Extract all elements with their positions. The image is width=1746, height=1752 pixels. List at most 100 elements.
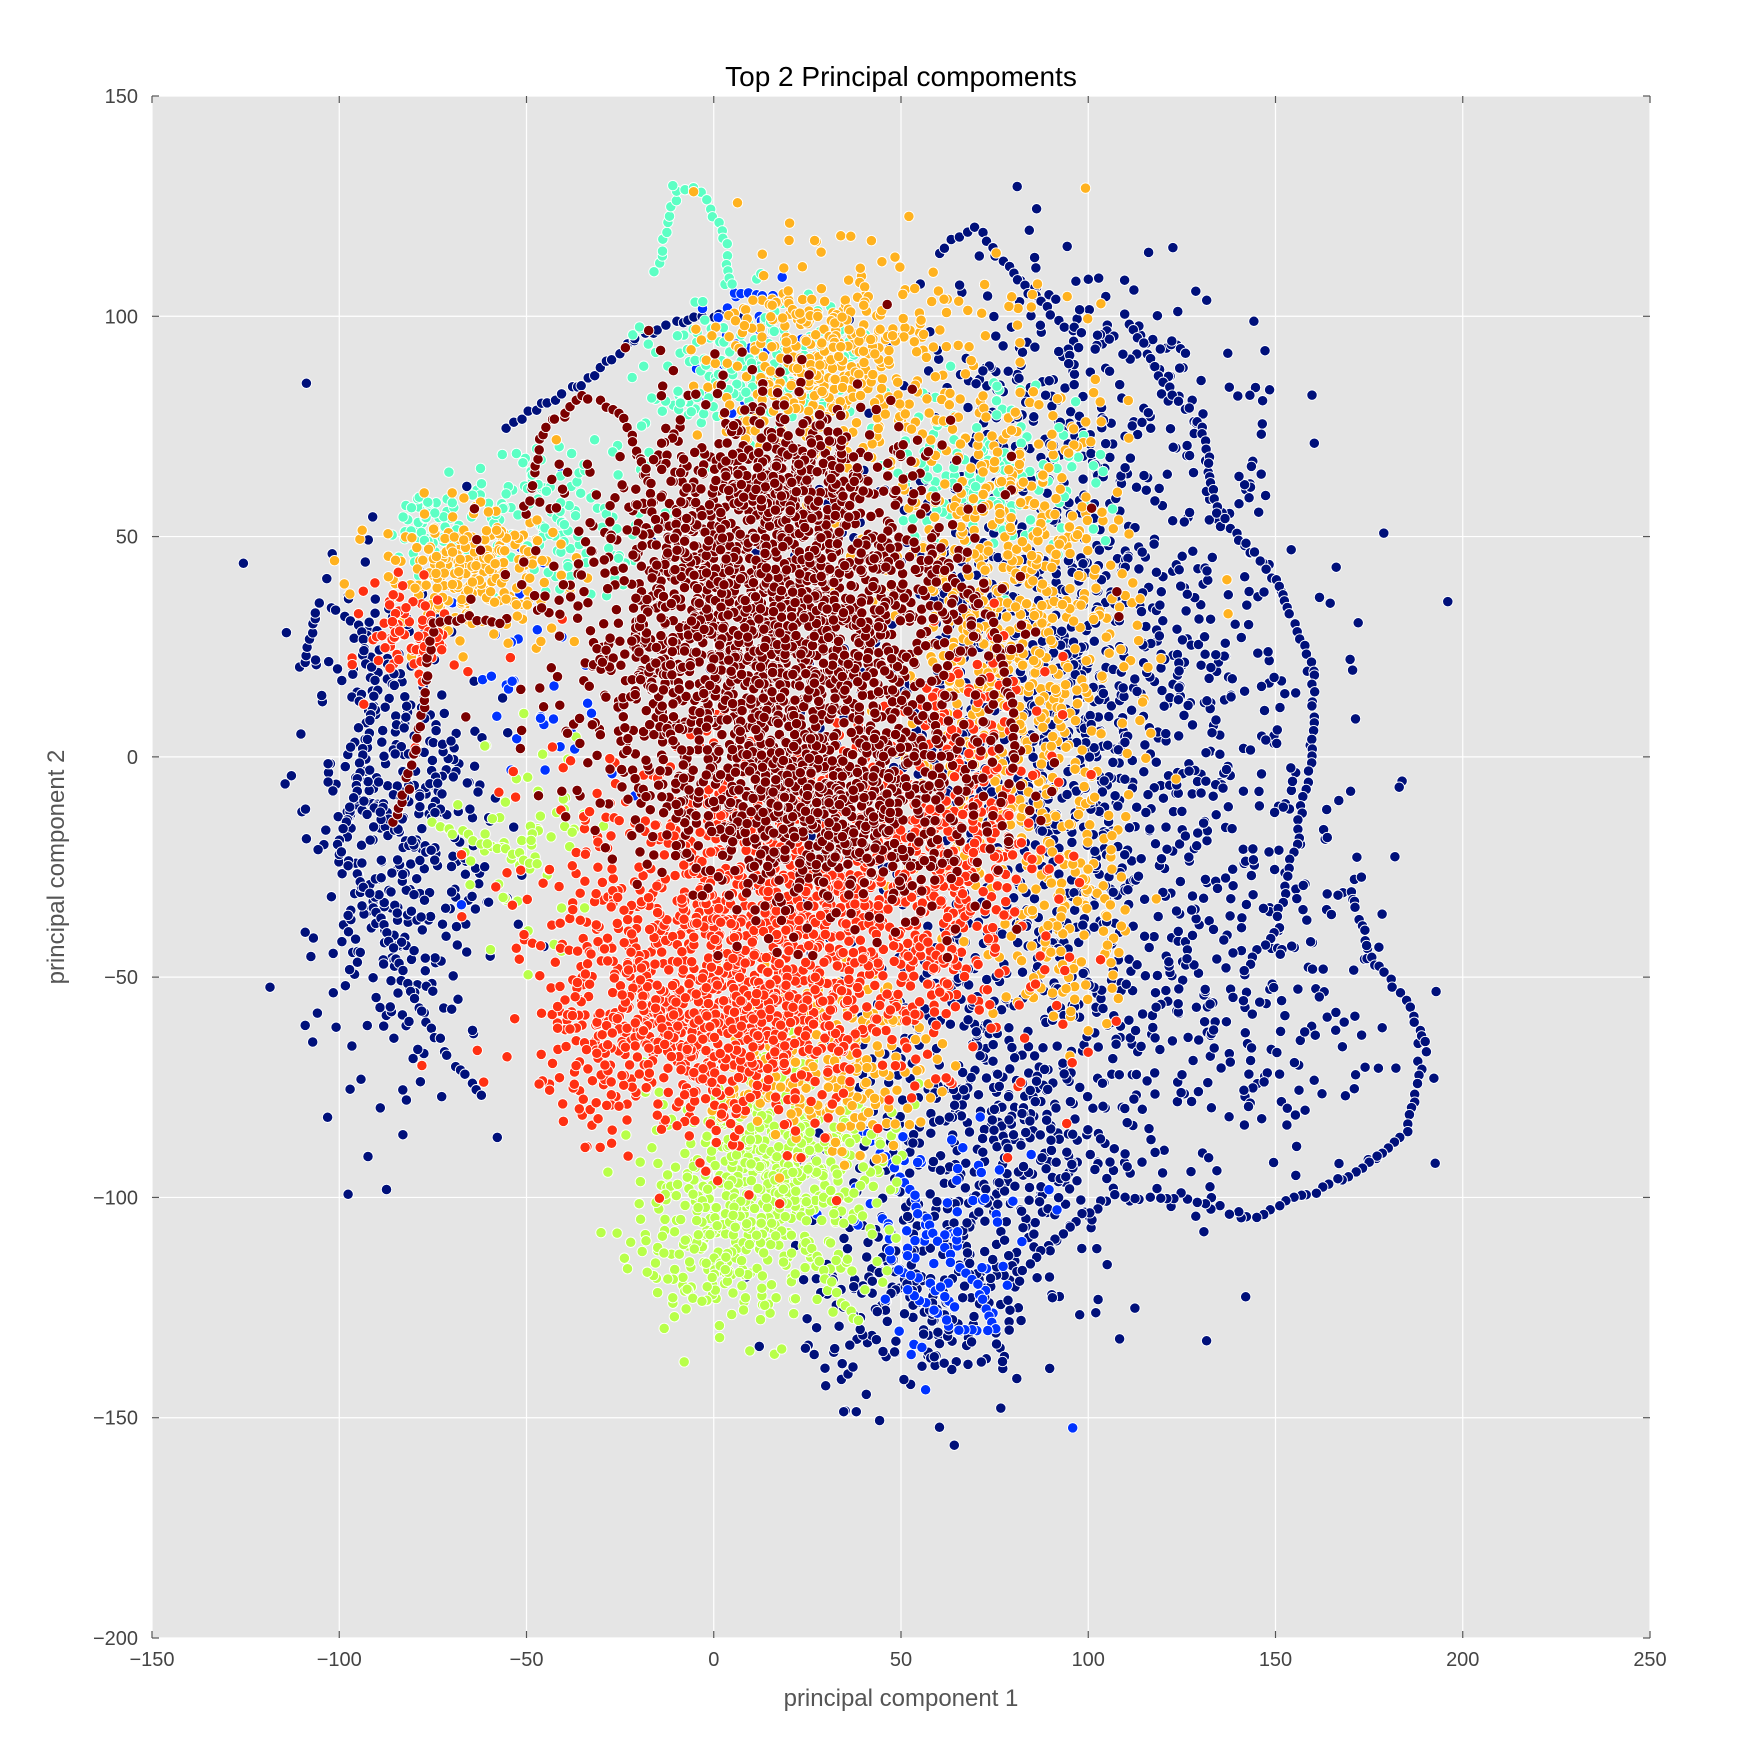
data-point bbox=[1292, 983, 1304, 995]
data-point bbox=[1233, 470, 1245, 483]
data-point bbox=[1173, 665, 1185, 677]
data-point bbox=[857, 1161, 869, 1173]
data-point bbox=[531, 858, 543, 870]
data-point bbox=[727, 1209, 739, 1222]
data-point bbox=[961, 1247, 974, 1259]
data-point bbox=[1200, 747, 1212, 759]
data-point bbox=[1199, 983, 1211, 996]
data-point bbox=[706, 1271, 718, 1284]
data-point bbox=[1119, 773, 1131, 785]
data-point bbox=[1114, 378, 1126, 391]
data-point bbox=[1288, 1056, 1301, 1069]
data-point bbox=[400, 1094, 413, 1106]
data-point bbox=[1349, 1010, 1361, 1022]
data-point bbox=[1283, 608, 1295, 620]
data-point bbox=[979, 1245, 991, 1258]
data-point bbox=[652, 1157, 664, 1170]
data-point bbox=[1100, 437, 1112, 450]
data-point bbox=[1160, 727, 1172, 740]
data-point bbox=[497, 891, 509, 904]
data-point bbox=[1023, 1181, 1036, 1194]
data-point bbox=[342, 1188, 354, 1200]
data-point bbox=[1113, 1333, 1126, 1345]
data-point bbox=[312, 843, 324, 856]
data-point bbox=[496, 448, 508, 461]
data-point bbox=[668, 1226, 681, 1238]
data-point bbox=[672, 385, 684, 397]
data-point bbox=[1245, 869, 1258, 882]
data-point bbox=[1185, 1095, 1198, 1108]
data-point bbox=[1129, 1024, 1142, 1037]
data-point bbox=[418, 894, 431, 906]
data-point bbox=[958, 1084, 970, 1096]
data-point bbox=[1253, 800, 1266, 812]
data-point bbox=[499, 796, 512, 808]
data-point bbox=[536, 748, 549, 760]
data-point bbox=[399, 691, 411, 703]
data-point bbox=[785, 1247, 798, 1259]
data-point bbox=[1178, 516, 1190, 528]
data-point bbox=[1344, 653, 1356, 666]
data-point bbox=[1243, 1068, 1255, 1080]
data-point bbox=[430, 724, 442, 737]
data-point bbox=[1221, 574, 1233, 586]
data-point bbox=[1002, 1294, 1014, 1306]
data-point bbox=[1029, 1216, 1041, 1229]
data-point bbox=[973, 250, 985, 262]
data-point bbox=[980, 1183, 992, 1195]
data-point bbox=[1063, 357, 1075, 370]
data-point bbox=[1226, 673, 1238, 685]
data-point bbox=[307, 1036, 319, 1048]
data-point bbox=[1297, 879, 1309, 892]
data-point bbox=[1148, 538, 1160, 550]
data-point bbox=[1176, 550, 1188, 562]
data-point bbox=[1081, 1090, 1094, 1103]
data-point bbox=[279, 778, 291, 790]
data-point bbox=[982, 1324, 994, 1337]
data-point bbox=[1036, 1152, 1048, 1164]
data-point bbox=[1240, 537, 1252, 549]
data-point bbox=[978, 1123, 991, 1136]
data-point bbox=[934, 1164, 947, 1176]
data-point bbox=[1181, 953, 1193, 965]
data-point bbox=[1419, 1035, 1431, 1048]
data-point bbox=[1090, 1307, 1102, 1319]
data-point bbox=[1030, 203, 1043, 215]
data-point bbox=[1390, 1062, 1402, 1074]
data-point bbox=[970, 1026, 982, 1038]
data-point bbox=[944, 1256, 957, 1269]
data-point bbox=[959, 1182, 972, 1194]
data-point bbox=[685, 406, 697, 418]
data-point bbox=[1192, 1085, 1205, 1098]
data-point bbox=[1339, 1090, 1352, 1102]
data-point bbox=[852, 1314, 865, 1327]
data-point bbox=[443, 466, 455, 478]
data-point bbox=[374, 1001, 386, 1014]
data-point bbox=[897, 1131, 909, 1143]
data-point bbox=[376, 736, 388, 748]
data-point bbox=[1058, 321, 1070, 333]
data-point bbox=[1237, 785, 1250, 797]
data-point bbox=[1260, 734, 1272, 746]
data-point bbox=[1117, 682, 1129, 694]
data-point bbox=[1030, 262, 1042, 274]
data-point bbox=[1259, 489, 1272, 502]
data-point bbox=[874, 1138, 886, 1150]
data-point bbox=[1158, 1144, 1170, 1156]
data-point bbox=[1119, 308, 1131, 320]
data-point bbox=[335, 846, 348, 858]
data-point bbox=[397, 964, 409, 977]
data-point bbox=[1225, 893, 1237, 905]
data-point bbox=[848, 1187, 860, 1199]
data-point bbox=[1301, 914, 1313, 926]
data-point bbox=[789, 1293, 802, 1305]
data-point bbox=[368, 690, 380, 702]
data-point bbox=[1034, 319, 1047, 331]
data-point bbox=[1201, 695, 1213, 707]
data-point bbox=[1107, 1052, 1119, 1065]
data-point bbox=[944, 1018, 957, 1030]
data-point bbox=[701, 1130, 713, 1142]
data-point bbox=[575, 487, 587, 499]
data-point bbox=[1120, 810, 1132, 823]
data-point bbox=[1042, 1083, 1054, 1096]
